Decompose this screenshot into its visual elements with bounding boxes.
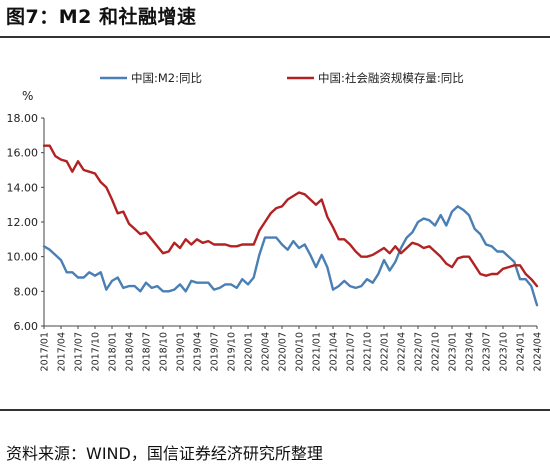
top-divider xyxy=(0,36,550,38)
x-tick-label: 2024/04 xyxy=(533,332,544,371)
y-tick-label: 12.00 xyxy=(7,216,39,229)
x-tick-label: 2017/07 xyxy=(74,332,85,371)
y-tick-labels: 6.00 8.00 10.00 12.00 14.00 16.00 18.00 xyxy=(7,112,44,333)
x-tick-label: 2017/01 xyxy=(40,332,51,371)
x-tick-labels: 2017/01 2017/04 2017/07 2017/10 2018/01 2018/… xyxy=(40,326,544,371)
chart-legend: 中国:M2:同比 中国:社会融资规模存量:同比 xyxy=(100,71,464,85)
x-tick-label: 2021/04 xyxy=(329,332,340,371)
x-tick-label: 2022/01 xyxy=(380,332,391,371)
y-tick-label: 10.00 xyxy=(7,251,39,264)
chart-axes xyxy=(43,118,537,327)
x-tick-label: 2020/10 xyxy=(295,332,306,371)
legend-label: 中国:社会融资规模存量:同比 xyxy=(318,71,464,85)
x-tick-label: 2019/04 xyxy=(193,332,204,371)
bottom-divider xyxy=(0,409,550,411)
figure-title: 图7：M2 和社融增速 xyxy=(6,6,197,28)
line-chart: 6.00 8.00 10.00 12.00 14.00 16.00 18.00 2017/0… xyxy=(7,71,544,371)
x-tick-label: 2023/07 xyxy=(482,332,493,371)
y-tick-label: 6.00 xyxy=(14,320,39,333)
y-tick-label: 16.00 xyxy=(7,147,39,160)
x-tick-label: 2022/10 xyxy=(431,332,442,371)
series-lines xyxy=(42,144,539,307)
y-tick-label: 18.00 xyxy=(7,112,39,125)
x-tick-label: 2021/10 xyxy=(363,332,374,371)
x-tick-label: 2020/01 xyxy=(244,332,255,371)
x-tick-label: 2020/07 xyxy=(278,332,289,371)
source-note: 资料来源：WIND，国信证券经济研究所整理 xyxy=(6,444,323,463)
x-tick-label: 2023/04 xyxy=(465,332,476,371)
social-financing-series-line xyxy=(42,144,539,288)
x-tick-label: 2018/04 xyxy=(125,332,136,371)
x-tick-label: 2023/10 xyxy=(499,332,510,371)
legend-label: 中国:M2:同比 xyxy=(131,71,202,85)
x-tick-label: 2021/01 xyxy=(312,332,323,371)
x-tick-label: 2024/01 xyxy=(516,332,527,371)
x-tick-label: 2019/01 xyxy=(176,332,187,371)
x-tick-label: 2018/10 xyxy=(159,332,170,371)
x-tick-label: 2018/07 xyxy=(142,332,153,371)
x-tick-label: 2022/07 xyxy=(414,332,425,371)
x-tick-label: 2018/01 xyxy=(108,332,119,371)
y-tick-label: 8.00 xyxy=(14,285,39,298)
x-tick-label: 2021/07 xyxy=(346,332,357,371)
x-tick-label: 2017/10 xyxy=(91,332,102,371)
x-tick-label: 2019/07 xyxy=(210,332,221,371)
x-tick-label: 2017/04 xyxy=(57,332,68,371)
x-tick-label: 2020/04 xyxy=(261,332,272,371)
x-tick-label: 2019/10 xyxy=(227,332,238,371)
x-tick-label: 2023/01 xyxy=(448,332,459,371)
y-axis-unit-label: % xyxy=(22,89,33,103)
y-tick-label: 14.00 xyxy=(7,181,39,194)
x-tick-label: 2022/04 xyxy=(397,332,408,371)
m2-series-line xyxy=(42,205,539,307)
